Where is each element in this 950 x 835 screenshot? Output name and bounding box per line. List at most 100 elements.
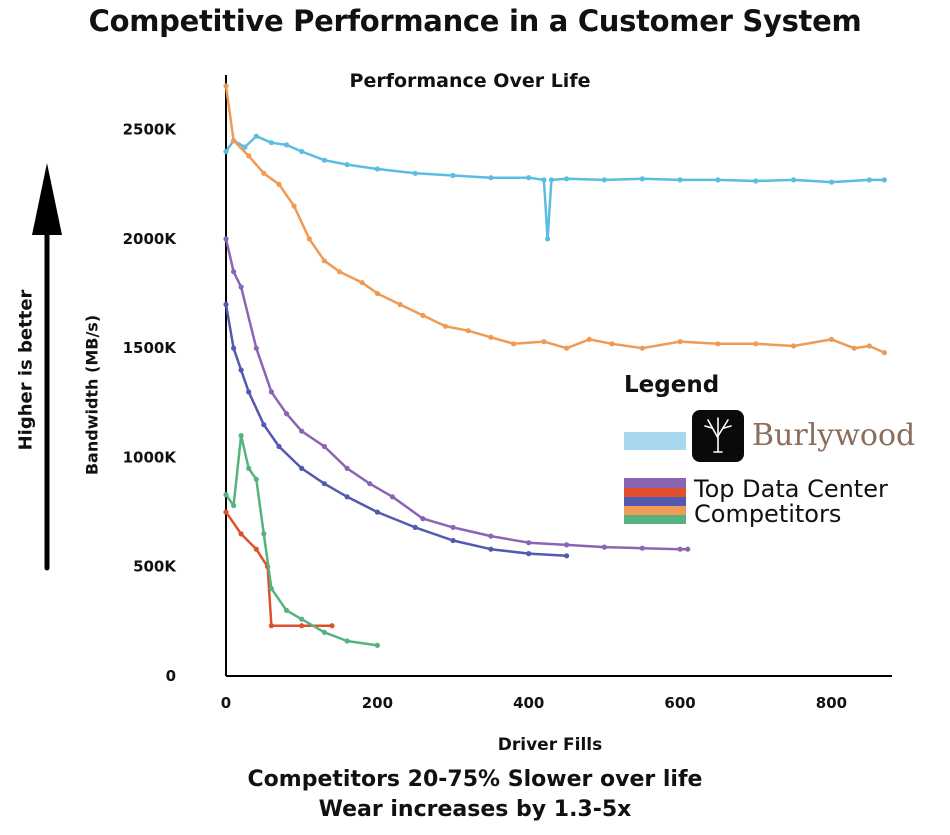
- data-point: [231, 502, 237, 509]
- y-axis-label: Bandwidth (MB/s): [82, 314, 102, 476]
- data-point: [420, 516, 426, 522]
- data-point: [261, 170, 267, 176]
- data-point: [268, 623, 274, 629]
- series-3: [223, 301, 570, 559]
- x-tick-label: 400: [513, 694, 544, 712]
- data-point: [753, 341, 759, 347]
- higher-is-better-label: Higher is better: [15, 289, 37, 451]
- data-point: [344, 162, 350, 168]
- data-point: [715, 341, 721, 347]
- series-5: [223, 433, 380, 649]
- data-point: [223, 492, 229, 498]
- data-point: [231, 269, 237, 275]
- data-point: [367, 481, 373, 487]
- data-point: [253, 133, 259, 139]
- data-point: [601, 177, 608, 183]
- data-point: [336, 269, 343, 275]
- legend-burlywood-swatch: [624, 432, 686, 450]
- data-point: [488, 175, 494, 181]
- data-point: [639, 545, 645, 551]
- data-point: [223, 509, 229, 515]
- series-line: [224, 434, 378, 647]
- data-point: [223, 301, 229, 308]
- data-point: [545, 236, 551, 242]
- footer-line-1: Competitors 20-75% Slower over life: [247, 767, 703, 792]
- x-tick-label: 600: [664, 694, 695, 712]
- x-tick-label: 0: [221, 694, 231, 712]
- data-point: [791, 343, 797, 349]
- data-point: [321, 629, 327, 635]
- series-2: [223, 236, 691, 552]
- series-1: [223, 83, 888, 356]
- y-tick-label: 2000K: [123, 230, 178, 248]
- data-point: [283, 607, 290, 614]
- data-point: [261, 531, 267, 537]
- data-point: [677, 339, 683, 345]
- y-tick-label: 0: [166, 667, 176, 685]
- data-point: [223, 148, 229, 155]
- series-line: [224, 134, 885, 241]
- higher-is-better-arrow-icon: [32, 163, 62, 571]
- data-point: [223, 236, 229, 242]
- data-point: [541, 177, 547, 183]
- data-point: [321, 157, 327, 163]
- data-point: [276, 443, 282, 450]
- data-point: [283, 411, 290, 417]
- data-point: [442, 323, 449, 329]
- data-point: [677, 546, 683, 552]
- data-point: [246, 153, 252, 159]
- legend-purple-swatch: [624, 478, 686, 488]
- page-title: Competitive Performance in a Customer Sy…: [88, 4, 862, 38]
- data-point: [564, 176, 570, 182]
- legend-green-swatch: [624, 515, 686, 524]
- data-point: [246, 465, 252, 471]
- data-point: [299, 465, 305, 471]
- y-tick-label: 500K: [133, 558, 177, 576]
- legend-red-swatch: [624, 488, 686, 497]
- data-point: [344, 638, 350, 644]
- data-point: [881, 350, 888, 356]
- data-point: [685, 546, 691, 552]
- legend-blue-swatch: [624, 497, 686, 506]
- chart-subtitle: Performance Over Life: [349, 70, 591, 92]
- data-point: [526, 175, 532, 181]
- data-point: [851, 345, 857, 351]
- data-point: [526, 540, 532, 546]
- data-point: [488, 533, 494, 539]
- data-point: [299, 428, 305, 434]
- data-point: [548, 177, 555, 183]
- data-point: [526, 551, 532, 557]
- data-point: [564, 553, 570, 559]
- data-point: [321, 481, 327, 487]
- data-point: [283, 142, 290, 148]
- data-point: [299, 623, 305, 629]
- data-point: [828, 179, 835, 185]
- data-point: [268, 140, 274, 146]
- data-point: [238, 433, 244, 439]
- series-line: [224, 511, 332, 627]
- data-point: [412, 170, 418, 176]
- data-point: [881, 177, 888, 183]
- legend-title: Legend: [624, 372, 720, 398]
- data-point: [828, 336, 835, 342]
- y-tick-label: 1500K: [123, 339, 178, 357]
- footer-line-2: Wear increases by 1.3-5x: [318, 797, 632, 822]
- legend-brand-name: Burlywood: [752, 418, 916, 453]
- data-point: [329, 623, 335, 629]
- x-tick-label: 800: [816, 694, 847, 712]
- data-point: [866, 343, 872, 349]
- data-point: [564, 542, 570, 548]
- data-point: [601, 544, 608, 550]
- y-tick-label: 1000K: [123, 448, 178, 466]
- data-point: [488, 546, 494, 552]
- data-point: [253, 345, 259, 351]
- data-point: [510, 341, 517, 347]
- series-0: [223, 133, 888, 242]
- data-point: [450, 537, 456, 544]
- data-point: [238, 367, 244, 373]
- legend-competitors-line1: Top Data Center: [694, 475, 888, 503]
- legend-swatches: [624, 432, 686, 524]
- data-point: [231, 345, 237, 351]
- data-point: [299, 148, 305, 155]
- data-point: [450, 524, 456, 531]
